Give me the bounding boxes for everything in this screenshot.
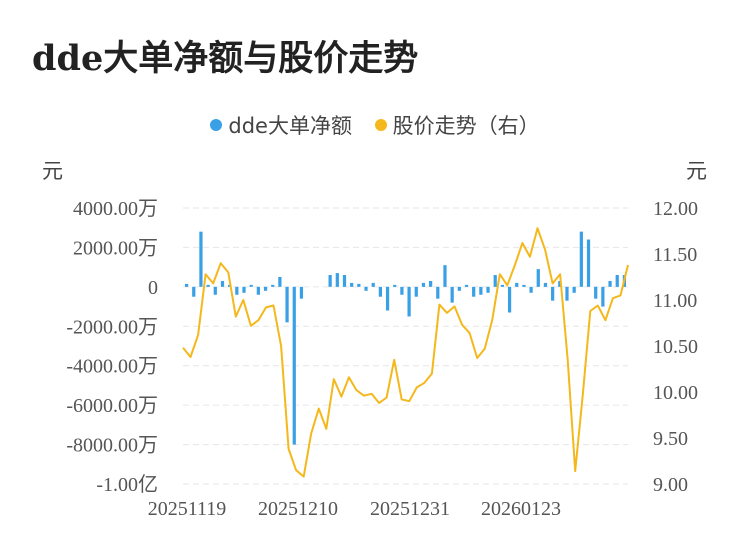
right-tick-label: 11.00	[653, 290, 697, 312]
x-axis-ticks: 20251119 20251210 20251231 20260123	[148, 498, 561, 520]
right-tick-label: 9.50	[653, 428, 688, 450]
dde-bar	[536, 269, 540, 287]
dde-bar	[543, 282, 548, 287]
left-tick-label: -8000.00万	[66, 435, 158, 457]
legend-label-price: 股价走势（右）	[392, 114, 540, 138]
dde-bar	[407, 286, 411, 317]
dde-bar	[385, 286, 390, 311]
dde-bar	[493, 275, 497, 287]
left-tick-label: -6000.00万	[66, 395, 158, 417]
dde-bars	[184, 231, 627, 445]
dde-bar	[263, 286, 268, 291]
x-tick-label: 20260123	[481, 498, 561, 520]
dde-bar	[479, 286, 483, 295]
dde-bar	[572, 286, 576, 293]
dde-bar	[579, 231, 583, 287]
dde-bar	[429, 280, 433, 287]
dde-bar	[464, 284, 469, 287]
left-tick-label: 0	[148, 277, 158, 299]
right-axis-ticks: 12.00 11.50 11.00 10.50 10.00 9.50 9.00	[653, 198, 698, 496]
dde-bar	[371, 282, 375, 287]
dde-bar	[213, 286, 217, 295]
dde-bar	[608, 280, 612, 287]
legend-item-dde[interactable]: dde大单净额	[210, 110, 352, 140]
dde-bar	[192, 286, 196, 297]
dde-bar	[522, 284, 526, 287]
left-unit-label: 元	[42, 159, 63, 183]
dde-bar	[350, 282, 354, 287]
dde-bar	[486, 286, 490, 293]
dde-bar	[271, 284, 275, 287]
legend-dot-dde	[210, 119, 223, 131]
dde-bar	[342, 275, 347, 287]
dde-bar	[364, 286, 368, 291]
dde-bar	[457, 286, 461, 291]
legend-item-price[interactable]: 股价走势（右）	[374, 110, 540, 140]
dde-bar	[335, 273, 339, 287]
chart-title: dde大单净额与股价走势	[32, 38, 419, 79]
left-axis-ticks: 4000.00万 2000.00万 0 -2000.00万 -4000.00万 -6000…	[66, 198, 158, 496]
dde-bar	[515, 282, 519, 287]
left-tick-label: 4000.00万	[73, 198, 158, 220]
dde-bar	[242, 286, 246, 293]
dde-bar	[249, 284, 253, 287]
dde-bar	[500, 284, 505, 287]
dde-bar	[615, 275, 619, 287]
dde-bar	[199, 231, 203, 287]
dde-bar	[357, 283, 361, 287]
dde-bar	[235, 286, 239, 295]
x-tick-label: 20251231	[370, 498, 450, 520]
left-tick-label: -1.00亿	[96, 473, 158, 496]
dde-bar	[393, 284, 397, 287]
dde-bar	[450, 286, 454, 303]
left-tick-label: -4000.00万	[66, 356, 158, 378]
dde-bar	[184, 283, 189, 287]
dde-bar	[378, 286, 382, 297]
legend-label-dde: dde大单净额	[228, 114, 352, 138]
right-tick-label: 10.00	[653, 382, 698, 404]
dde-bar	[507, 286, 512, 313]
dde-bar	[586, 239, 591, 287]
dde-bar	[601, 286, 605, 307]
dde-bar	[436, 286, 440, 299]
price-line	[182, 227, 629, 478]
right-tick-label: 12.00	[653, 198, 698, 220]
legend-dot-price	[374, 119, 387, 131]
dde-bar	[565, 286, 569, 301]
dde-bar	[292, 286, 296, 445]
right-tick-label: 9.00	[653, 474, 688, 496]
dde-bar	[278, 277, 282, 287]
dde-bar	[400, 286, 404, 295]
x-tick-label: 20251210	[258, 498, 338, 520]
dde-bar	[414, 286, 418, 297]
price-line-path	[182, 227, 629, 478]
dde-bar	[472, 286, 476, 297]
x-tick-label: 20251119	[148, 498, 227, 520]
dde-bar	[328, 275, 332, 287]
legend: dde大单净额 股价走势（右）	[0, 110, 750, 140]
dde-bar	[529, 286, 533, 293]
dde-bar	[206, 284, 210, 287]
dde-bar	[299, 286, 304, 299]
dde-bar	[285, 286, 289, 323]
dde-bar	[220, 280, 225, 287]
right-tick-label: 11.50	[653, 244, 697, 266]
left-tick-label: 2000.00万	[73, 237, 158, 259]
left-tick-label: -2000.00万	[66, 316, 158, 338]
dde-bar	[558, 280, 562, 287]
dde-bar	[256, 286, 260, 295]
right-tick-label: 10.50	[653, 336, 698, 358]
dde-bar	[421, 282, 426, 287]
grid-lines	[183, 207, 628, 485]
right-unit-label: 元	[686, 159, 707, 183]
dde-bar	[551, 286, 555, 301]
dde-bar	[443, 265, 447, 287]
dde-bar	[594, 286, 598, 299]
